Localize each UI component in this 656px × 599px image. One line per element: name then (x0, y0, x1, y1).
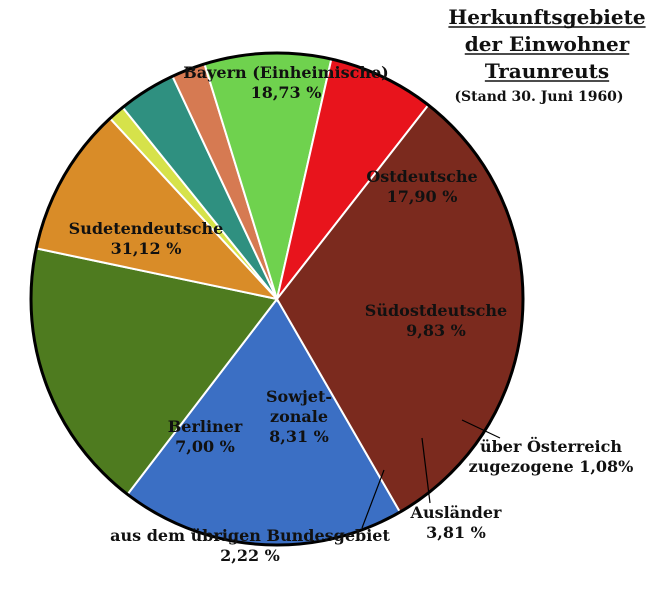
leader-line (421, 437, 431, 504)
slice-label-line: 7,00 % (175, 437, 235, 456)
slice-label-line: Berliner (168, 417, 243, 436)
slice-label-line: 31,12 % (111, 239, 182, 258)
slice-label-line: 2,22 % (220, 546, 280, 565)
slice-label-line: Sudetendeutsche (69, 219, 224, 238)
slice-label: Ausländer 3,81 % (410, 503, 503, 542)
chart-title: Herkunftsgebiete der Einwohner Traunreuts (… (448, 5, 646, 105)
slice-label-line: Sowjet- (266, 387, 332, 406)
leader-line (461, 419, 501, 439)
slice-label: Bayern (Einheimische) 18,73 % (183, 63, 389, 102)
slice-label-line: Bayern (Einheimische) (183, 63, 389, 82)
slice-label-line: 8,31 % (269, 427, 329, 446)
slice-label-line: 18,73 % (251, 83, 322, 102)
chart-title-line: der Einwohner (465, 32, 630, 56)
slice-label: Südostdeutsche 9,83 % (365, 301, 507, 340)
slice-label-line: Südostdeutsche (365, 301, 507, 320)
slice-labels: Bayern (Einheimische) 18,73 %Ostdeutsche 1… (69, 63, 634, 565)
slice-label-line: über Österreich (480, 436, 622, 456)
slice-label: Sudetendeutsche 31,12 % (69, 219, 224, 258)
slice-label: Berliner 7,00 % (168, 417, 243, 456)
chart-title-line: Herkunftsgebiete (448, 5, 645, 29)
slice-label-line: Ostdeutsche (366, 167, 477, 186)
slice-label-line: zonale (270, 407, 328, 426)
slice-label: aus dem übrigen Bundesgebiet 2,22 % (110, 526, 390, 565)
slice-label-line: aus dem übrigen Bundesgebiet (110, 526, 390, 545)
slice-label-line: 9,83 % (406, 321, 466, 340)
chart-title-line: Traunreuts (485, 59, 609, 83)
slice-label: Ostdeutsche 17,90 % (366, 167, 477, 206)
slice-label-line: 3,81 % (426, 523, 486, 542)
leader-line (361, 469, 385, 529)
slice-label-line: zugezogene 1,08% (469, 457, 634, 476)
slice-label-line: Ausländer (410, 503, 503, 522)
chart-subtitle: (Stand 30. Juni 1960) (454, 89, 623, 105)
slice-label: Sowjet-zonale 8,31 % (266, 387, 332, 446)
slice-label: über Österreich zugezogene 1,08% (469, 436, 634, 476)
slice-label-line: 17,90 % (387, 187, 458, 206)
pie-outline (29, 51, 525, 547)
pie-slices (30, 52, 524, 546)
